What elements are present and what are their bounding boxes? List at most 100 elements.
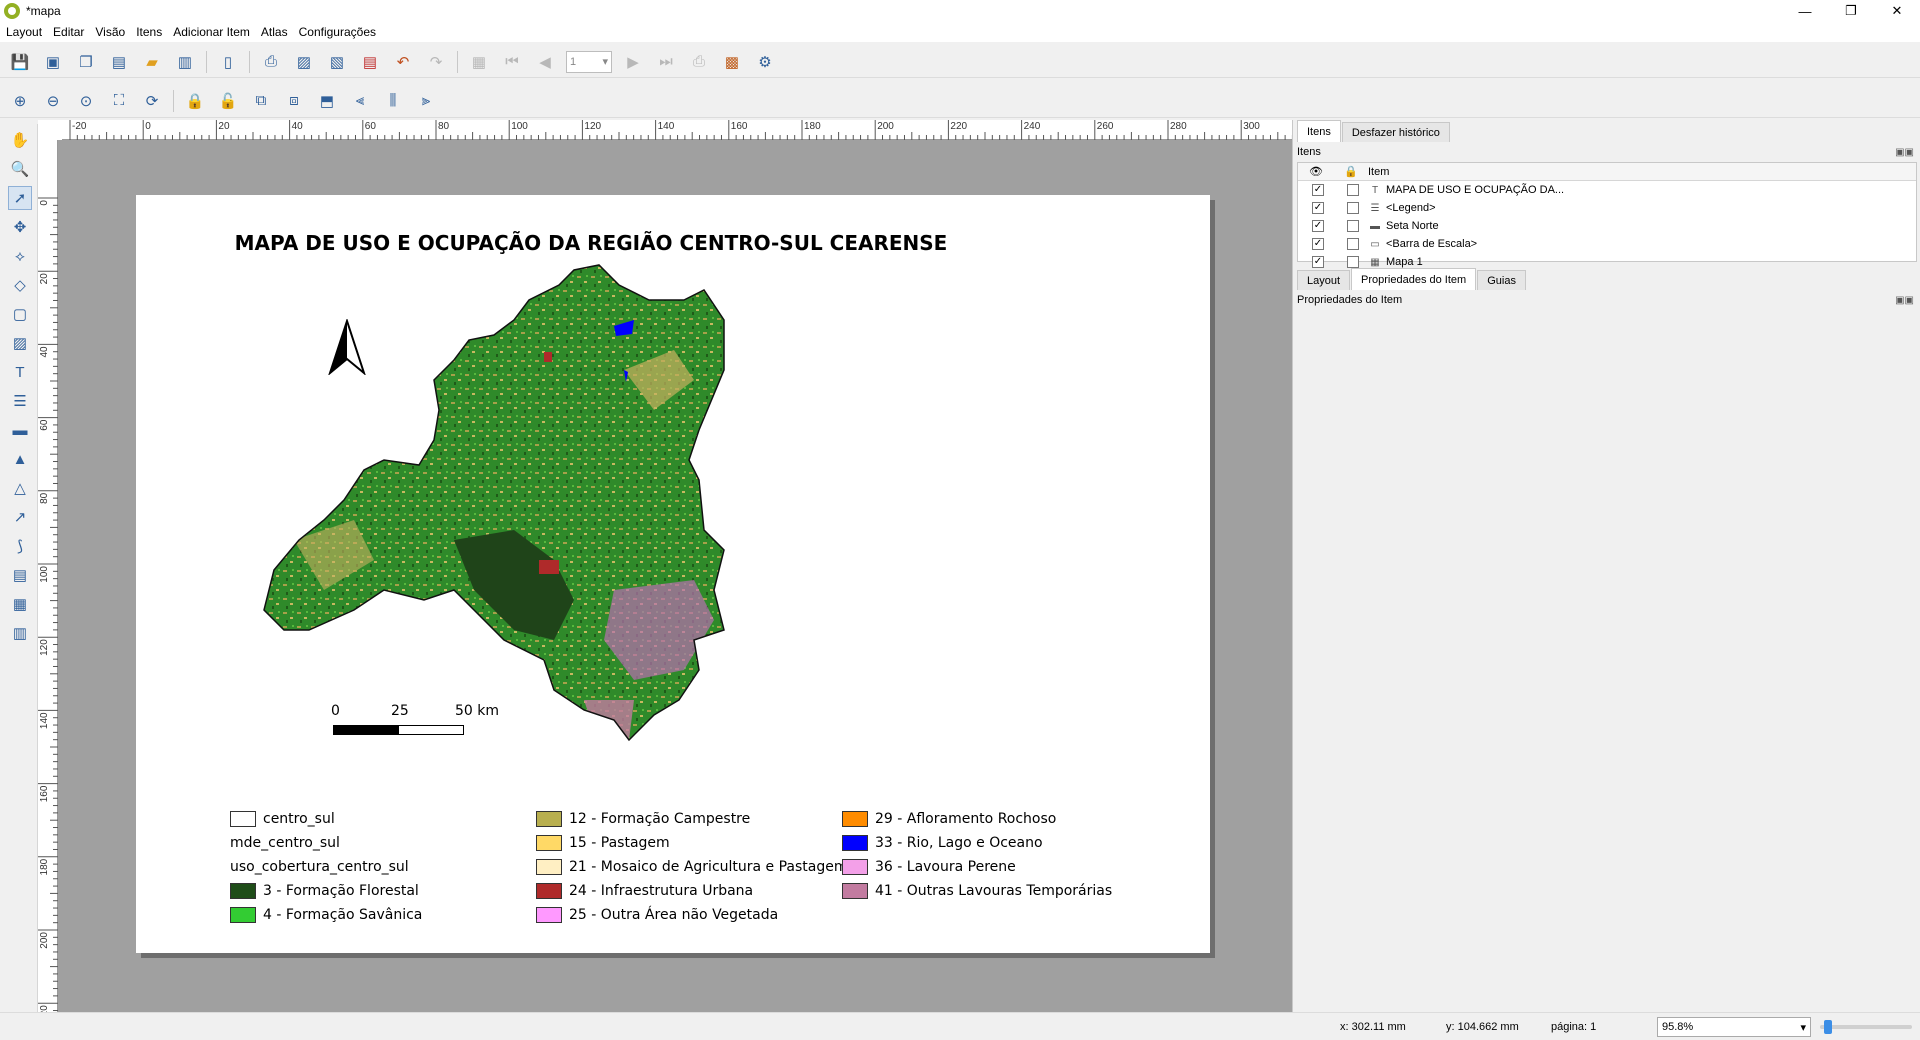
tab-desfazer-historico[interactable]: Desfazer histórico xyxy=(1341,122,1450,142)
dock-buttons-icon[interactable]: ▣▣ xyxy=(1895,294,1914,306)
export-atlas-icon[interactable]: ▩ xyxy=(724,53,740,71)
print-icon[interactable]: ⎙ xyxy=(264,53,277,70)
map-title-label[interactable]: MAPA DE USO E OCUPAÇÃO DA REGIÃO CENTRO-… xyxy=(234,231,948,255)
menu-visao[interactable]: Visão xyxy=(95,25,126,39)
lock-checkbox[interactable] xyxy=(1347,220,1359,232)
layout-page[interactable]: MAPA DE USO E OCUPAÇÃO DA REGIÃO CENTRO-… xyxy=(136,195,1210,953)
duplicate-layout-icon[interactable]: ❐ xyxy=(79,53,93,71)
menu-adicionar-item[interactable]: Adicionar Item xyxy=(173,25,250,39)
ungroup-icon[interactable]: ⧈ xyxy=(289,92,299,109)
prev-page-icon[interactable]: ◀ xyxy=(539,53,551,71)
lock-items-icon[interactable]: 🔒 xyxy=(185,92,205,110)
save-template-icon[interactable]: ▥ xyxy=(177,53,193,71)
add-arrow-icon[interactable]: ↗ xyxy=(13,509,27,526)
zoom-full-icon[interactable]: ⛶ xyxy=(113,92,125,109)
zoom-tool-icon[interactable]: 🔍 xyxy=(10,161,30,178)
unlock-items-icon[interactable]: 🔓 xyxy=(218,92,238,110)
pan-icon[interactable]: ✋ xyxy=(10,132,30,149)
add-scalebar-icon[interactable]: ▬ xyxy=(12,421,28,439)
group-icon[interactable]: ⧉ xyxy=(255,92,267,109)
atlas-settings-icon[interactable]: ⚙ xyxy=(758,53,772,71)
maximize-button[interactable]: ❐ xyxy=(1845,3,1857,18)
zoom-out-icon[interactable]: ⊖ xyxy=(46,92,60,110)
menu-configuracoes[interactable]: Configurações xyxy=(298,25,376,39)
move-content-icon[interactable]: ✥ xyxy=(13,219,27,236)
scale-bar[interactable]: 0 25 50 km xyxy=(331,703,531,743)
resize-icon[interactable]: ⫸ xyxy=(421,92,431,109)
table-row[interactable]: ✓ ☰ <Legend> xyxy=(1298,199,1916,217)
add-map-icon[interactable]: ▢ xyxy=(12,306,28,323)
add-picture-icon[interactable]: ▨ xyxy=(12,335,28,352)
zoom-slider[interactable] xyxy=(1820,1020,1912,1034)
add-html-icon[interactable]: ▤ xyxy=(12,567,28,584)
tab-layout[interactable]: Layout xyxy=(1297,270,1351,290)
menu-editar[interactable]: Editar xyxy=(53,25,85,39)
map-item[interactable] xyxy=(254,260,834,790)
visibility-checkbox[interactable]: ✓ xyxy=(1312,220,1324,232)
menu-layout[interactable]: Layout xyxy=(6,25,43,39)
select-move-icon[interactable]: ➚ xyxy=(8,186,32,210)
tab-guias[interactable]: Guias xyxy=(1477,270,1526,290)
layout-manager-icon[interactable]: ▤ xyxy=(111,53,127,71)
add-shape-icon[interactable]: △ xyxy=(14,480,26,497)
export-image-icon[interactable]: ▨ xyxy=(296,53,312,71)
add-legend-icon[interactable]: ☰ xyxy=(13,393,27,410)
horizontal-ruler[interactable]: -20 0 20 40 60 80 100 120 140 160 180 200 220 240 260 2… xyxy=(62,120,1308,140)
tab-itens[interactable]: Itens xyxy=(1297,120,1341,142)
distribute-icon[interactable]: ⫼ xyxy=(389,92,397,109)
print-atlas-icon[interactable]: ⎙ xyxy=(692,53,705,70)
zoom-actual-icon[interactable]: ⊙ xyxy=(79,92,93,110)
layout-canvas[interactable]: MAPA DE USO E OCUPAÇÃO DA REGIÃO CENTRO-… xyxy=(58,140,1292,1012)
lock-checkbox[interactable] xyxy=(1347,256,1359,268)
menu-atlas[interactable]: Atlas xyxy=(260,25,288,39)
zoom-select[interactable]: 95.8% ▾ xyxy=(1657,1017,1811,1037)
visibility-checkbox[interactable]: ✓ xyxy=(1312,256,1324,268)
visibility-checkbox[interactable]: ✓ xyxy=(1312,238,1324,250)
refresh-icon[interactable]: ⟳ xyxy=(145,92,159,110)
north-arrow[interactable] xyxy=(327,319,367,375)
redo-icon[interactable]: ↷ xyxy=(429,53,443,71)
add-label-icon[interactable]: T xyxy=(15,363,25,381)
table-row[interactable]: ✓ ▦ Mapa 1 xyxy=(1298,253,1916,271)
zoom-in-icon[interactable]: ⊕ xyxy=(13,92,27,110)
legend-column-3[interactable]: 29 - Afloramento Rochoso 33 - Rio, Lago … xyxy=(842,807,1112,903)
visibility-checkbox[interactable]: ✓ xyxy=(1312,184,1324,196)
next-page-icon[interactable]: ▶ xyxy=(627,53,639,71)
add-fixed-table-icon[interactable]: ▥ xyxy=(12,625,28,642)
legend-column-1[interactable]: centro_sul mde_centro_sul uso_cobertura_… xyxy=(230,807,422,927)
raise-icon[interactable]: ⬒ xyxy=(319,92,335,110)
zoom-slider-handle[interactable] xyxy=(1824,1020,1832,1034)
menu-itens[interactable]: Itens xyxy=(136,25,163,39)
page-number-input[interactable]: 1 ▾ xyxy=(566,50,612,73)
lock-checkbox[interactable] xyxy=(1347,238,1359,250)
save-icon[interactable]: 💾 xyxy=(10,53,30,71)
vertical-ruler[interactable]: 0 20 40 60 80 100 120 140 160 180 200 220 xyxy=(38,140,58,1040)
export-pdf-icon[interactable]: ▤ xyxy=(362,53,378,71)
last-page-icon[interactable]: ⏭ xyxy=(659,53,673,70)
close-button[interactable]: ✕ xyxy=(1891,3,1903,18)
layout-toolbar: 💾 ▣ ❐ ▤ ▰ ▥ ▯ ⎙ ▨ ▧ ▤ ↶ ↷ ▦ ⏮ ◀ 1 ▾ ▶ ⏭ ⎙… xyxy=(0,46,1920,78)
undo-icon[interactable]: ↶ xyxy=(396,53,410,71)
add-pages-icon[interactable]: ▯ xyxy=(223,53,233,71)
table-row[interactable]: ✓ ▬ Seta Norte xyxy=(1298,217,1916,235)
dock-buttons-icon[interactable]: ▣▣ xyxy=(1895,146,1914,158)
add-north-arrow-icon[interactable]: ▲ xyxy=(12,450,28,468)
new-layout-icon[interactable]: ▣ xyxy=(45,53,61,71)
add-attribute-table-icon[interactable]: ▦ xyxy=(12,596,28,613)
lock-checkbox[interactable] xyxy=(1347,202,1359,214)
open-folder-icon[interactable]: ▰ xyxy=(146,53,158,71)
add-3d-map-icon[interactable]: ◇ xyxy=(14,277,26,294)
table-row[interactable]: ✓ ▭ <Barra de Escala> xyxy=(1298,235,1916,253)
table-row[interactable]: ✓ T MAPA DE USO E OCUPAÇÃO DA... xyxy=(1298,181,1916,199)
atlas-preview-icon[interactable]: ▦ xyxy=(471,53,487,71)
align-left-icon[interactable]: ⫷ xyxy=(355,92,365,109)
lock-checkbox[interactable] xyxy=(1347,184,1359,196)
minimize-button[interactable]: — xyxy=(1798,3,1812,19)
add-node-item-icon[interactable]: ⟆ xyxy=(17,538,23,555)
visibility-checkbox[interactable]: ✓ xyxy=(1312,202,1324,214)
first-page-icon[interactable]: ⏮ xyxy=(505,53,519,70)
tab-propriedades-do-item[interactable]: Propriedades do Item xyxy=(1351,268,1477,290)
export-svg-icon[interactable]: ▧ xyxy=(329,53,345,71)
legend-column-2[interactable]: 12 - Formação Campestre 15 - Pastagem 21… xyxy=(536,807,848,927)
edit-nodes-icon[interactable]: ⟡ xyxy=(15,247,25,265)
